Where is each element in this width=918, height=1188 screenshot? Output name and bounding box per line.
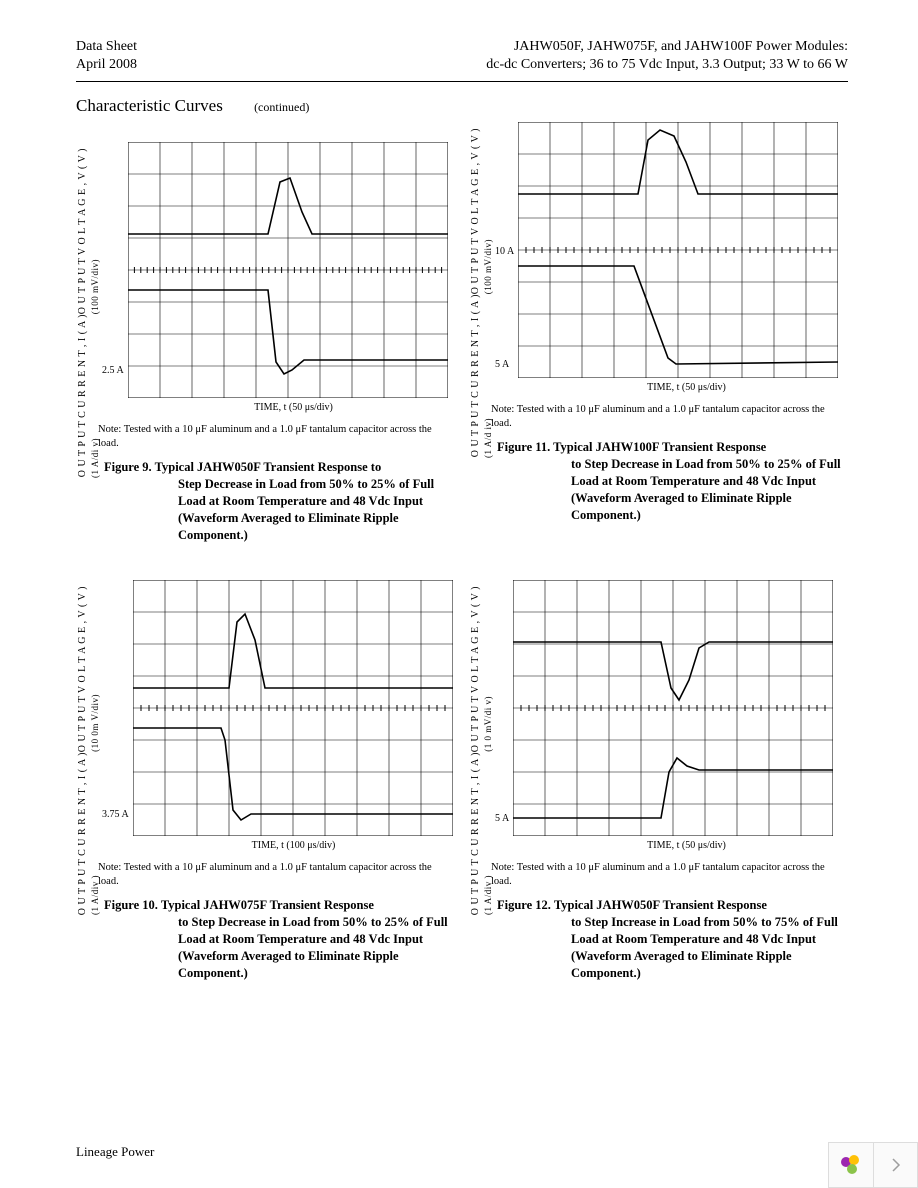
fig12-ticks: 5 A — [495, 580, 513, 836]
figure-12-chart-wrap: O U T P U T V O L T A G E , V ( V ) (1 0… — [469, 580, 848, 836]
fig10-ylabel-current-sub: (1 A/div ) — [91, 875, 100, 915]
fig12-caption: Figure 12. Typical JAHW050F Transient Re… — [497, 897, 848, 981]
figure-12-block: O U T P U T V O L T A G E , V ( V ) (1 0… — [469, 580, 848, 982]
fig12-xaxis-label: TIME, t (50 μs/div) — [525, 840, 848, 851]
fig11-ylabel-current: O U T P U T C U R R E N T , I ( A ) — [471, 294, 481, 457]
fig10-caption-l1: Figure 10. Typical JAHW075F Transient Re… — [104, 898, 374, 912]
fig12-ytick: 5 A — [495, 813, 509, 824]
section-title: Characteristic Curves — [76, 96, 223, 115]
viewer-corner-widget — [828, 1142, 918, 1188]
fig9-caption-l1: Figure 9. Typical JAHW050F Transient Res… — [104, 460, 381, 474]
fig11-note: Note: Tested with a 10 μF aluminum and a… — [491, 403, 848, 431]
fig11-ylabel-voltage: O U T P U T V O L T A G E , V ( V ) — [471, 128, 481, 294]
fig11-caption-l1: Figure 11. Typical JAHW100F Transient Re… — [497, 440, 766, 454]
header-right-line1: JAHW050F, JAHW075F, and JAHW100F Power M… — [486, 38, 848, 56]
fig9-note: Note: Tested with a 10 μF aluminum and a… — [98, 423, 455, 451]
header-rule — [76, 81, 848, 82]
figure-grid: O U T P U T V O L T A G E , V ( V ) (100… — [76, 122, 848, 991]
fig12-ylabel-current: O U T P U T C U R R E N T , I ( A ) — [471, 752, 481, 915]
figure-10-chart — [133, 580, 453, 836]
page-header: Data Sheet April 2008 JAHW050F, JAHW075F… — [76, 38, 848, 73]
viewer-logo-icon[interactable] — [829, 1143, 873, 1187]
figure-12-chart — [513, 580, 833, 836]
header-left-line1: Data Sheet — [76, 38, 137, 56]
figure-9-block: O U T P U T V O L T A G E , V ( V ) (100… — [76, 142, 455, 544]
figure-10-block: O U T P U T V O L T A G E , V ( V ) (10 … — [76, 580, 455, 982]
section-heading: Characteristic Curves (continued) — [76, 96, 848, 116]
figure-11-chart — [518, 122, 838, 378]
fig11-caption-cont: to Step Decrease in Load from 50% to 25%… — [571, 456, 848, 524]
fig12-caption-l1: Figure 12. Typical JAHW050F Transient Re… — [497, 898, 767, 912]
page-footer: Lineage Power 7 — [76, 1144, 848, 1160]
fig12-ylabels: O U T P U T V O L T A G E , V ( V ) (1 0… — [469, 580, 495, 836]
fig11-ylabels: O U T P U T V O L T A G E , V ( V ) (100… — [469, 122, 495, 378]
fig9-ylabels: O U T P U T V O L T A G E , V ( V ) (100… — [76, 142, 102, 398]
fig10-note: Note: Tested with a 10 μF aluminum and a… — [98, 861, 455, 889]
fig12-caption-cont: to Step Increase in Load from 50% to 75%… — [571, 914, 848, 982]
fig12-ylabel-voltage: O U T P U T V O L T A G E , V ( V ) — [471, 586, 481, 752]
fig9-ylabel-current-sub: (1 A/di v) — [91, 438, 100, 478]
fig11-ticks: 10 A 5 A — [495, 122, 518, 378]
fig9-ylabel-voltage: O U T P U T V O L T A G E , V ( V ) — [78, 148, 88, 314]
fig9-ticks: 2.5 A — [102, 142, 128, 398]
fig11-caption: Figure 11. Typical JAHW100F Transient Re… — [497, 439, 848, 523]
figure-10-chart-wrap: O U T P U T V O L T A G E , V ( V ) (10 … — [76, 580, 455, 836]
fig10-ylabel-voltage: O U T P U T V O L T A G E , V ( V ) — [78, 586, 88, 752]
fig12-note: Note: Tested with a 10 μF aluminum and a… — [491, 861, 848, 889]
fig10-ylabels: O U T P U T V O L T A G E , V ( V ) (10 … — [76, 580, 102, 836]
figure-11-chart-wrap: O U T P U T V O L T A G E , V ( V ) (100… — [469, 122, 848, 378]
fig9-ylabel-current: O U T P U T C U R R E N T , I ( A ) — [78, 314, 88, 477]
figure-11-block: O U T P U T V O L T A G E , V ( V ) (100… — [469, 122, 848, 544]
fig10-caption-cont: to Step Decrease in Load from 50% to 25%… — [178, 914, 455, 982]
header-left: Data Sheet April 2008 — [76, 38, 137, 73]
fig11-ylabel-current-sub: (1 A/d iv) — [484, 418, 493, 458]
fig11-xaxis-label: TIME, t (50 μs/div) — [525, 382, 848, 393]
fig10-ytick: 3.75 A — [102, 809, 129, 820]
viewer-next-button[interactable] — [873, 1143, 917, 1187]
fig11-ytick-v: 10 A — [495, 246, 514, 257]
header-right-line2: dc-dc Converters; 36 to 75 Vdc Input, 3.… — [486, 56, 848, 74]
fig11-ylabel-voltage-sub: (100 mV/div) — [484, 239, 493, 294]
fig10-ticks: 3.75 A — [102, 580, 133, 836]
fig9-caption: Figure 9. Typical JAHW050F Transient Res… — [104, 459, 455, 543]
fig10-xaxis-label: TIME, t (100 μs/div) — [132, 840, 455, 851]
fig10-caption: Figure 10. Typical JAHW075F Transient Re… — [104, 897, 455, 981]
fig10-ylabel-current: O U T P U T C U R R E N T , I ( A ) — [78, 752, 88, 915]
fig12-ylabel-current-sub: (1 A/div ) — [484, 875, 493, 915]
fig9-ylabel-voltage-sub: (100 mV/div) — [91, 259, 100, 314]
footer-left: Lineage Power — [76, 1144, 154, 1160]
fig12-ylabel-voltage-sub: (1 0 mV/di v) — [484, 696, 493, 752]
header-left-line2: April 2008 — [76, 56, 137, 74]
figure-9-chart — [128, 142, 448, 398]
fig9-xaxis-label: TIME, t (50 μs/div) — [132, 402, 455, 413]
fig9-caption-cont: Step Decrease in Load from 50% to 25% of… — [178, 476, 455, 544]
fig9-ytick: 2.5 A — [102, 365, 124, 376]
fig11-ytick-c: 5 A — [495, 359, 514, 370]
fig10-ylabel-voltage-sub: (10 0m V/div) — [91, 694, 100, 752]
section-continued: (continued) — [254, 100, 309, 114]
figure-9-chart-wrap: O U T P U T V O L T A G E , V ( V ) (100… — [76, 142, 455, 398]
header-right: JAHW050F, JAHW075F, and JAHW100F Power M… — [486, 38, 848, 73]
